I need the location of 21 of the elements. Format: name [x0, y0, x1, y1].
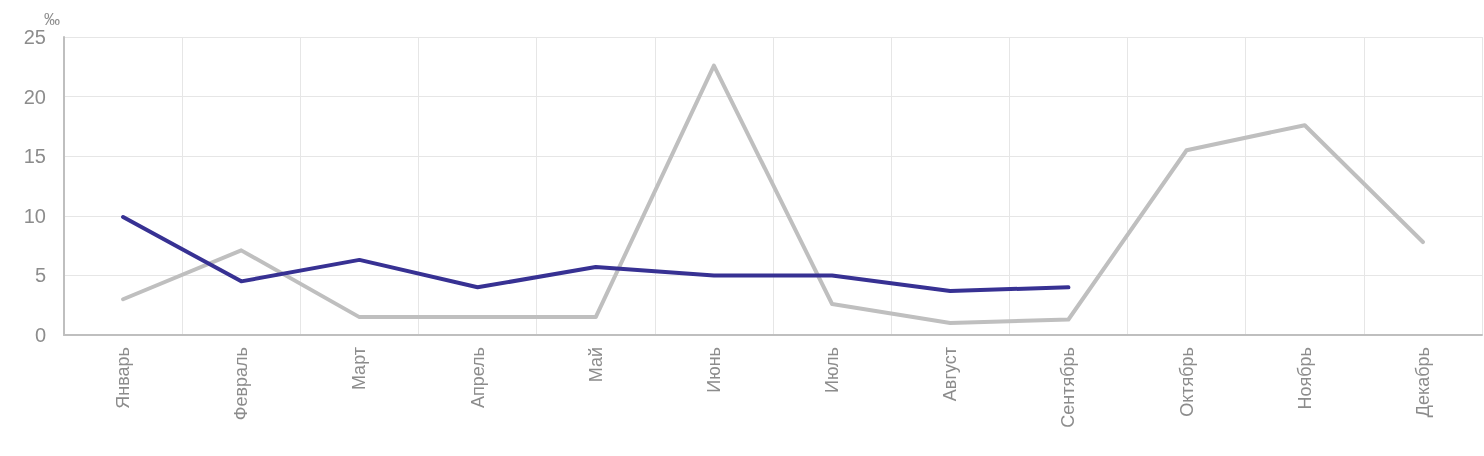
x-tick-label: Февраль: [231, 347, 252, 421]
x-tick-label: Март: [349, 347, 370, 391]
y-tick-label: 20: [23, 85, 46, 108]
x-tick-label: Декабрь: [1412, 347, 1433, 418]
y-tick-label: 15: [23, 145, 46, 168]
line-series: [121, 214, 1071, 293]
y-tick-label: 5: [34, 264, 46, 287]
x-tick-label: Январь: [113, 347, 134, 409]
x-tick-label: Июнь: [703, 347, 724, 393]
y-axis-title: ‰: [44, 10, 60, 28]
x-tick-label: Май: [585, 347, 606, 383]
x-tick-label: Сентябрь: [1058, 347, 1079, 428]
y-tick-label: 0: [34, 324, 46, 346]
x-tick-label: Июль: [822, 347, 843, 393]
x-tick-label: Август: [940, 347, 961, 402]
x-tick-label: Ноябрь: [1294, 347, 1315, 410]
y-tick-label: 25: [23, 26, 46, 48]
line-series: [121, 63, 1425, 326]
x-tick-label: Апрель: [467, 347, 488, 409]
x-tick-label: Октябрь: [1176, 347, 1197, 417]
y-tick-label: 10: [23, 204, 46, 227]
